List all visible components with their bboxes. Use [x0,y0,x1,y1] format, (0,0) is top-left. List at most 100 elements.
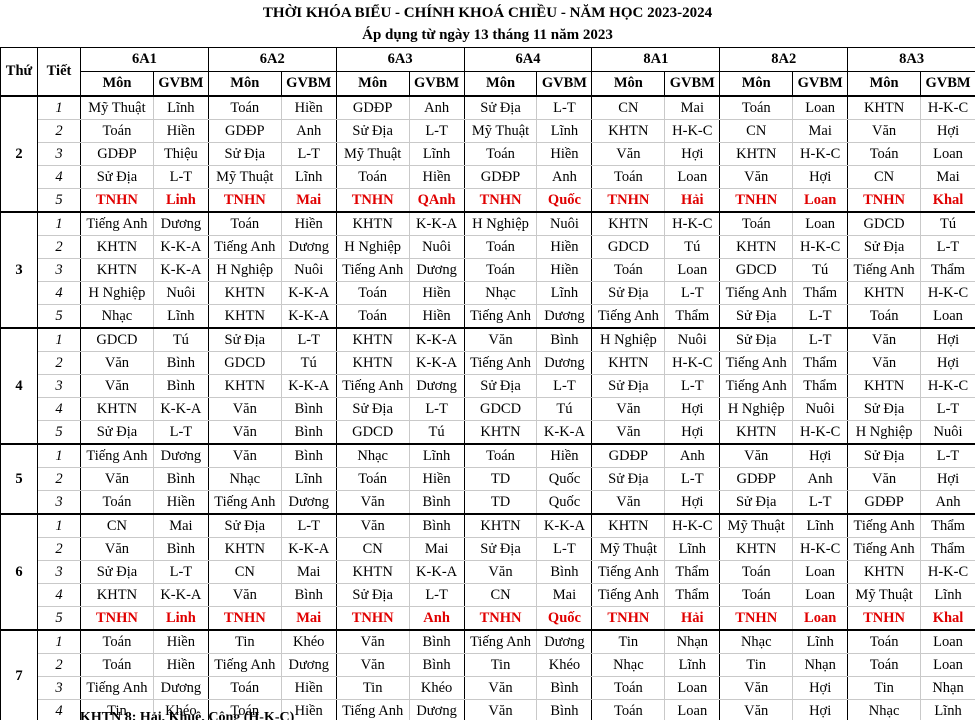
period-row: 3 Tiếng Anh Dương Toán Hiền Tin Khéo Văn Bình Toá… [1,676,975,700]
period-row: 5 1 Tiếng Anh Dương Văn Bình Nhạc Lĩnh Toán Hiền G… [0,443,975,515]
teacher: Mai [408,537,465,561]
teacher: L-T [152,560,209,584]
subject: KHTN [847,95,922,120]
class-header: 8A1 [591,47,721,72]
subject: Văn [847,119,922,143]
teacher-header: GVBM [280,71,337,97]
subject: Văn [719,699,794,720]
teacher: Khéo [408,676,465,700]
teacher: Anh [536,165,593,189]
subject: Văn [80,374,154,398]
subject: KHTN [719,142,794,166]
teacher: L-T [664,374,721,398]
period-row: 2 Văn Bình Nhạc Lĩnh Toán Hiền TD Quốc Sử Địa L-T G… [1,467,975,491]
teacher: Loan [792,95,849,120]
subject: Văn [719,443,794,468]
subject: Tin [591,629,666,654]
teacher: L-T [536,374,593,398]
teacher: Khal [920,188,975,213]
subject: Văn [463,327,538,352]
teacher: Thẩm [920,513,975,538]
period-row: 4 Tin Khéo Toán Hiền Tiếng Anh Dương Văn Bình Toá… [1,699,975,720]
subject: Tiếng Anh [719,281,794,305]
period-label: 5 [37,420,81,445]
subject: Mỹ Thuật [80,95,154,120]
subject: Nhạc [591,653,666,677]
period-label: 1 [37,513,81,538]
subject: TNHN [335,606,410,631]
period-row: 2 Văn Bình GDCD Tú KHTN K-K-A Tiếng Anh Dương KHT… [1,351,975,375]
subject: Tiếng Anh [591,583,666,607]
subject: Nhạc [847,699,922,720]
teacher: H-K-C [792,235,849,259]
teacher: Bình [152,351,209,375]
subject: Văn [207,443,282,468]
subject: Tiếng Anh [719,374,794,398]
subject: Toán [847,304,922,329]
subject: Tin [80,699,154,720]
teacher: Dương [536,351,593,375]
period-label: 2 [37,653,81,677]
teacher: L-T [664,467,721,491]
teacher: Tú [920,211,975,236]
period-label: 1 [37,327,81,352]
teacher-header: GVBM [792,71,849,97]
subject: Toán [463,443,538,468]
subject-header: Môn [591,71,666,97]
teacher: H-K-C [920,374,975,398]
subject: H Nghiệp [847,420,922,445]
subject: Sử Địa [719,327,794,352]
subject: Toán [847,653,922,677]
subject: TNHN [207,188,282,213]
class-header: 6A3 [335,47,465,72]
subject: Tiếng Anh [463,629,538,654]
teacher-header: GVBM [664,71,721,97]
subject: TNHN [463,188,538,213]
subject: TNHN [335,188,410,213]
subject: Văn [591,142,666,166]
teacher: Hiền [152,119,209,143]
teacher: Nuôi [152,281,209,305]
teacher: Khéo [536,653,593,677]
period-row: 3 1 Tiếng Anh Dương Toán Hiền KHTN K-K-A H Nghiệ… [0,211,975,329]
subject: CN [207,560,282,584]
teacher: Tú [408,420,465,445]
subject: CN [80,513,154,538]
teacher: L-T [920,397,975,421]
period-row: 2 Toán Hiền Tiếng Anh Dương Văn Bình Tin Khéo Nhạ… [1,653,975,677]
teacher: K-K-A [152,258,209,282]
day-header: Thứ [0,47,38,97]
subject: H Nghiệp [335,235,410,259]
day-label: 6 [0,513,38,631]
teacher: Nhạn [920,676,975,700]
subject: Sử Địa [591,467,666,491]
teacher: K-K-A [280,304,337,329]
teacher: Hợi [792,443,849,468]
subject: H Nghiệp [463,211,538,236]
subject: Văn [80,537,154,561]
subject: Văn [335,653,410,677]
period-row: 3 Sử Địa L-T CN Mai KHTN K-K-A Văn Bình Tiếng Anh… [1,560,975,584]
day-label: 2 [0,95,38,213]
subject: Tiếng Anh [80,211,154,236]
period-label: 3 [37,490,81,515]
subject: H Nghiệp [591,327,666,352]
teacher: Nuôi [536,211,593,236]
teacher: Thẩm [664,304,721,329]
subject: Toán [591,699,666,720]
teacher: H-K-C [792,537,849,561]
teacher: Bình [408,490,465,515]
subtitle: Áp dụng từ ngày 13 tháng 11 năm 2023 [362,27,613,43]
subject: Văn [591,490,666,515]
subject: Văn [335,490,410,515]
subject: Tiếng Anh [463,351,538,375]
teacher-header: GVBM [536,71,593,97]
period-row: 2 Văn Bình KHTN K-K-A CN Mai Sử Địa L-T Mỹ Thuật L… [1,537,975,561]
teacher: Dương [536,629,593,654]
teacher: Bình [536,699,593,720]
teacher: Hải [664,606,721,631]
subject: KHTN [591,513,666,538]
period-row: 5 TNHN Linh TNHN Mai TNHN QAnh TNHN Quốc TNHN Hải T… [1,188,975,213]
teacher: Nhạn [792,653,849,677]
